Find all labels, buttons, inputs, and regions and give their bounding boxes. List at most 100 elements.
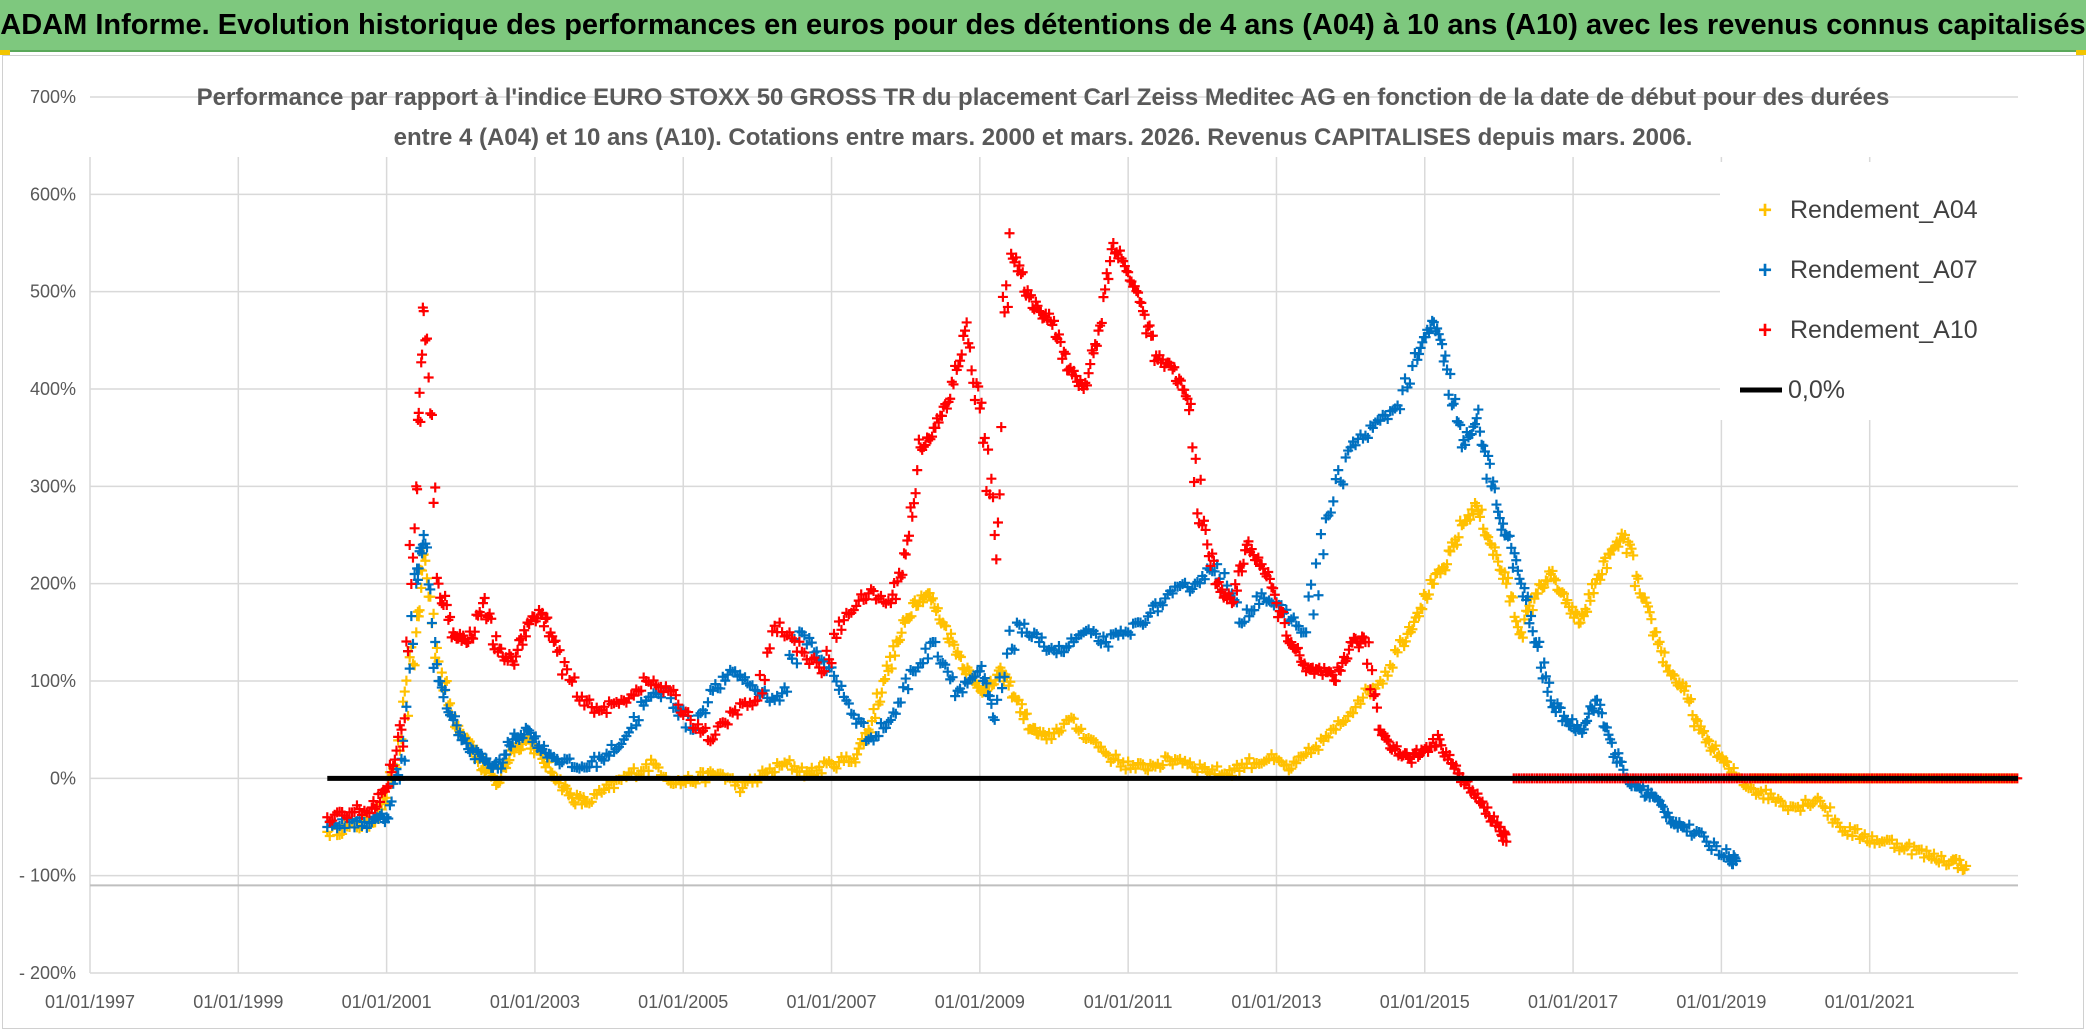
- marker-a07: [1428, 317, 1439, 328]
- marker-a10: [375, 796, 386, 807]
- marker-a10: [685, 714, 696, 725]
- marker-a10: [1213, 577, 1224, 588]
- marker-a07: [1412, 354, 1423, 365]
- marker-a10: [584, 694, 595, 705]
- marker-a10: [1436, 740, 1447, 751]
- marker-a07: [989, 714, 1000, 725]
- marker-a04: [1763, 794, 1774, 805]
- marker-a10: [960, 325, 971, 336]
- marker-a04: [1056, 725, 1067, 736]
- marker-a07: [1249, 605, 1260, 616]
- marker-a10: [1268, 583, 1279, 594]
- marker-a04: [436, 667, 447, 678]
- marker-a07: [591, 761, 602, 772]
- marker-a10: [1055, 337, 1066, 348]
- marker-a07: [1328, 496, 1339, 507]
- marker-a04: [924, 588, 935, 599]
- y-tick-label: 600%: [30, 184, 76, 204]
- marker-a07: [1288, 612, 1299, 623]
- marker-a07: [1603, 729, 1614, 740]
- marker-a07: [1157, 600, 1168, 611]
- marker-a04: [1954, 854, 1965, 865]
- marker-a07: [1474, 426, 1485, 437]
- marker-a07: [1450, 393, 1461, 404]
- marker-a04: [1330, 724, 1341, 735]
- marker-a07: [1481, 473, 1492, 484]
- marker-a04: [1601, 563, 1612, 574]
- marker-a07: [407, 638, 418, 649]
- marker-a07: [1311, 558, 1322, 569]
- marker-a04: [1323, 732, 1334, 743]
- marker-a07: [1606, 737, 1617, 748]
- marker-a10: [1200, 524, 1211, 535]
- marker-a10: [851, 600, 862, 611]
- marker-a07: [1345, 442, 1356, 453]
- marker-a07: [1580, 718, 1591, 729]
- marker-a07: [858, 717, 869, 728]
- marker-a04: [896, 627, 907, 638]
- marker-a10: [354, 804, 365, 815]
- marker-a04: [1511, 616, 1522, 627]
- marker-a04: [1428, 578, 1439, 589]
- marker-a10: [1383, 736, 1394, 747]
- marker-a10: [542, 612, 553, 623]
- marker-a07: [417, 548, 428, 559]
- corner-accent-left: [0, 50, 10, 55]
- marker-a07: [1340, 452, 1351, 463]
- marker-a07: [1254, 598, 1265, 609]
- marker-a07: [1588, 705, 1599, 716]
- marker-a04: [1018, 714, 1029, 725]
- marker-a10: [1230, 579, 1241, 590]
- marker-a04: [1704, 735, 1715, 746]
- marker-a04: [1476, 504, 1487, 515]
- marker-a10: [404, 540, 415, 551]
- marker-a07: [875, 718, 886, 729]
- marker-a04: [1575, 617, 1586, 628]
- marker-a07: [900, 673, 911, 684]
- marker-a10: [821, 645, 832, 656]
- marker-a04: [831, 763, 842, 774]
- marker-a04: [1453, 532, 1464, 543]
- marker-a04: [880, 674, 891, 685]
- marker-a07: [1433, 329, 1444, 340]
- legend-label-a04: Rendement_A04: [1790, 196, 1978, 224]
- marker-a07: [1438, 356, 1449, 367]
- marker-a10: [784, 627, 795, 638]
- marker-a07: [476, 748, 487, 759]
- marker-a07: [940, 659, 951, 670]
- marker-a07: [459, 733, 470, 744]
- marker-a07: [1532, 641, 1543, 652]
- marker-a07: [1152, 606, 1163, 617]
- y-tick-label: 300%: [30, 476, 76, 496]
- marker-a10: [933, 417, 944, 428]
- marker-a07: [992, 694, 1003, 705]
- marker-a10: [418, 306, 429, 317]
- marker-a10: [1246, 544, 1257, 555]
- marker-a10: [1205, 560, 1216, 571]
- marker-a07: [418, 530, 429, 540]
- marker-a04: [653, 762, 664, 773]
- marker-a04: [1608, 543, 1619, 554]
- marker-a07: [895, 697, 906, 708]
- marker-a10: [1118, 256, 1129, 267]
- marker-a07: [1595, 699, 1606, 710]
- marker-a04: [1076, 723, 1087, 734]
- marker-a07: [1219, 568, 1230, 579]
- chart-frame: [2, 55, 2084, 1029]
- x-tick-label: 01/01/2007: [786, 992, 876, 1012]
- marker-a10: [510, 651, 521, 662]
- marker-a04: [404, 652, 415, 663]
- marker-a10: [700, 723, 711, 734]
- marker-a04: [904, 612, 915, 623]
- marker-a07: [349, 822, 360, 833]
- marker-a07: [1375, 415, 1386, 426]
- marker-a10: [1263, 567, 1274, 578]
- marker-a10: [1189, 477, 1200, 488]
- marker-a10: [403, 646, 414, 657]
- marker-a04: [1550, 575, 1561, 586]
- marker-a10: [996, 422, 1007, 433]
- marker-a04: [421, 573, 432, 584]
- marker-a04: [643, 765, 654, 776]
- marker-a10: [599, 701, 610, 712]
- marker-a04: [1493, 556, 1504, 567]
